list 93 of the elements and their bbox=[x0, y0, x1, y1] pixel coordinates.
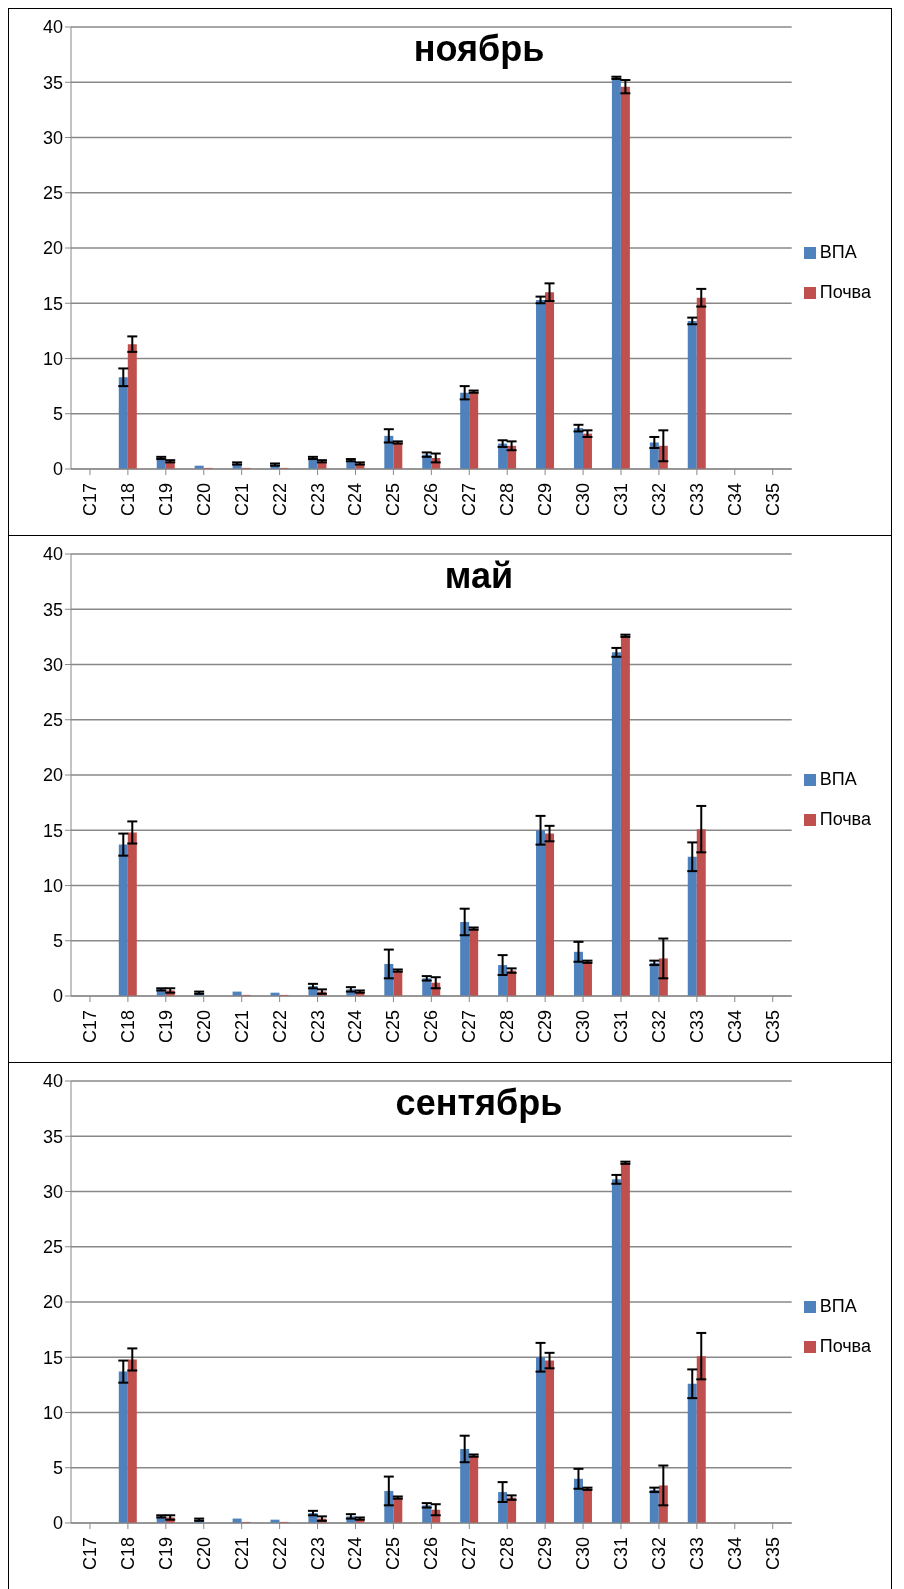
y-tick-label: 40 bbox=[42, 544, 63, 565]
x-tick-label: C28 bbox=[497, 1010, 518, 1044]
x-tick-label: C31 bbox=[611, 1010, 631, 1044]
x-tick-label: C20 bbox=[193, 483, 214, 517]
x-tick-label: C18 bbox=[117, 1537, 138, 1571]
x-tick-label: C28 bbox=[497, 1537, 518, 1571]
y-tick-label: 20 bbox=[42, 238, 63, 259]
chart-title: сентябрь bbox=[395, 1082, 563, 1123]
y-tick-label: 10 bbox=[42, 348, 63, 369]
y-tick-label: 25 bbox=[42, 183, 63, 204]
y-tick-label: 30 bbox=[42, 1181, 63, 1202]
x-tick-label: C30 bbox=[573, 1010, 594, 1044]
y-tick-label: 20 bbox=[42, 1292, 63, 1313]
x-tick-label: C33 bbox=[686, 1010, 707, 1044]
x-tick-label: C18 bbox=[117, 1010, 138, 1044]
y-tick-label: 35 bbox=[42, 72, 63, 93]
x-tick-label: C35 bbox=[762, 483, 783, 517]
x-tick-label: C29 bbox=[535, 483, 556, 517]
x-tick-label: C27 bbox=[459, 1537, 480, 1571]
x-tick-label: C19 bbox=[155, 1537, 176, 1571]
y-tick-label: 20 bbox=[42, 765, 63, 786]
y-tick-label: 10 bbox=[42, 875, 63, 896]
x-tick-label: C21 bbox=[231, 1537, 252, 1571]
chart-title: ноябрь bbox=[413, 28, 545, 69]
y-tick-label: 40 bbox=[42, 17, 63, 38]
x-tick-label: C22 bbox=[269, 1010, 290, 1044]
x-tick-label: C33 bbox=[686, 1537, 707, 1571]
x-tick-label: C35 bbox=[762, 1537, 783, 1571]
y-tick-label: 35 bbox=[42, 1126, 63, 1147]
x-tick-label: C26 bbox=[421, 1010, 442, 1044]
y-tick-label: 0 bbox=[52, 459, 63, 480]
x-tick-label: C31 bbox=[611, 1537, 631, 1571]
y-tick-label: 5 bbox=[52, 931, 63, 952]
x-tick-label: C24 bbox=[345, 483, 366, 517]
x-tick-label: C18 bbox=[117, 483, 138, 517]
x-tick-label: C20 bbox=[193, 1010, 214, 1044]
x-tick-label: C34 bbox=[724, 483, 745, 517]
x-tick-label: C29 bbox=[535, 1537, 556, 1571]
x-tick-label: C28 bbox=[497, 483, 518, 517]
x-tick-label: C34 bbox=[724, 1537, 745, 1571]
x-tick-label: C25 bbox=[383, 1537, 404, 1571]
x-tick-label: C24 bbox=[345, 1010, 366, 1044]
x-tick-label: C21 bbox=[231, 1010, 252, 1044]
x-tick-label: C30 bbox=[573, 1537, 594, 1571]
x-tick-label: C32 bbox=[648, 483, 669, 517]
y-tick-label: 25 bbox=[42, 710, 63, 731]
x-tick-label: C25 bbox=[383, 1010, 404, 1044]
legend-label: Почва bbox=[819, 282, 871, 302]
y-tick-label: 5 bbox=[52, 1458, 63, 1479]
x-tick-label: C30 bbox=[573, 483, 594, 517]
x-tick-label: C22 bbox=[269, 1537, 290, 1571]
y-tick-label: 15 bbox=[42, 293, 63, 314]
y-tick-label: 40 bbox=[42, 1071, 63, 1092]
x-tick-label: C29 bbox=[535, 1010, 556, 1044]
x-tick-label: C22 bbox=[269, 483, 290, 517]
x-tick-label: C17 bbox=[79, 1010, 100, 1044]
x-tick-label: C26 bbox=[421, 1537, 442, 1571]
y-tick-label: 0 bbox=[52, 1513, 63, 1534]
x-tick-label: C33 bbox=[686, 483, 707, 517]
x-tick-label: C23 bbox=[307, 1010, 328, 1044]
chart-title: май bbox=[444, 555, 514, 596]
legend-label: ВПА bbox=[819, 1296, 857, 1316]
legend-label: ВПА bbox=[819, 242, 857, 262]
x-tick-label: C21 bbox=[231, 483, 252, 517]
y-tick-label: 15 bbox=[42, 820, 63, 841]
x-tick-label: C34 bbox=[724, 1010, 745, 1044]
y-tick-label: 10 bbox=[42, 1402, 63, 1423]
x-tick-label: C19 bbox=[155, 1010, 176, 1044]
y-tick-label: 25 bbox=[42, 1237, 63, 1258]
x-tick-label: C23 bbox=[307, 483, 328, 517]
x-tick-label: C17 bbox=[79, 1537, 100, 1571]
x-tick-label: C23 bbox=[307, 1537, 328, 1571]
x-tick-label: C27 bbox=[459, 483, 480, 517]
x-tick-label: C35 bbox=[762, 1010, 783, 1044]
y-tick-label: 0 bbox=[52, 986, 63, 1007]
legend-label: Почва bbox=[819, 809, 871, 829]
x-tick-label: C31 bbox=[611, 483, 631, 517]
x-tick-label: C26 bbox=[421, 483, 442, 517]
x-tick-label: C24 bbox=[345, 1537, 366, 1571]
y-tick-label: 35 bbox=[42, 599, 63, 620]
legend-label: Почва bbox=[819, 1336, 871, 1356]
x-tick-label: C27 bbox=[459, 1010, 480, 1044]
x-tick-label: C32 bbox=[648, 1537, 669, 1571]
x-tick-label: C19 bbox=[155, 483, 176, 517]
y-tick-label: 30 bbox=[42, 127, 63, 148]
y-tick-label: 30 bbox=[42, 654, 63, 675]
y-tick-label: 5 bbox=[52, 404, 63, 425]
legend-label: ВПА bbox=[819, 769, 857, 789]
x-tick-label: C17 bbox=[79, 483, 100, 517]
x-tick-label: C20 bbox=[193, 1537, 214, 1571]
y-tick-label: 15 bbox=[42, 1347, 63, 1368]
x-tick-label: C25 bbox=[383, 483, 404, 517]
x-tick-label: C32 bbox=[648, 1010, 669, 1044]
